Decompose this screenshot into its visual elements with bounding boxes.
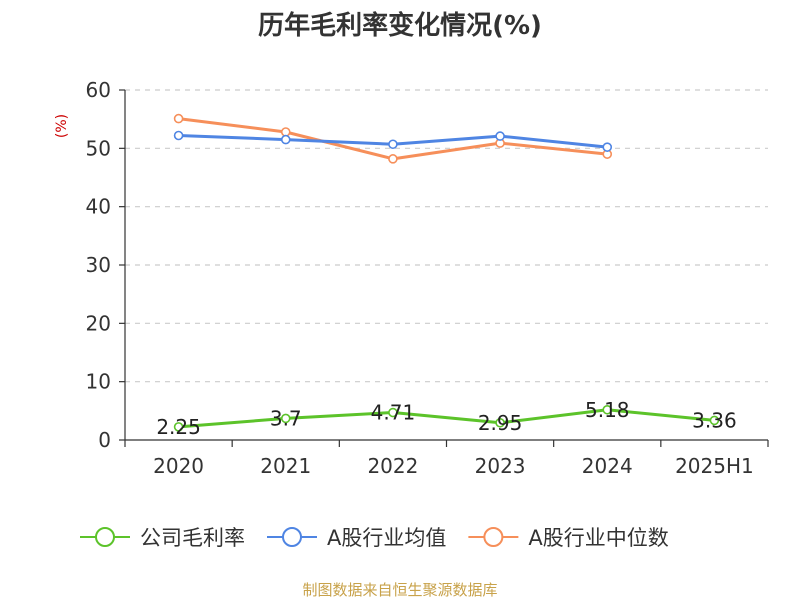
- data-point[interactable]: [602, 142, 613, 152]
- data-point[interactable]: [602, 404, 613, 415]
- data-point[interactable]: [709, 415, 720, 426]
- legend-swatch-marker: [483, 527, 504, 547]
- y-tick-labels: 0 10 20 30 40 50 60: [86, 78, 111, 452]
- x-tick-labels: 2020 2021 2022 2023 2024 2025H1: [153, 454, 754, 478]
- y-axis-unit: (%): [54, 114, 70, 138]
- y-tick-label: 20: [86, 311, 111, 335]
- data-label: 3.7: [270, 406, 302, 430]
- x-tick-label: 2025H1: [675, 454, 754, 478]
- data-point[interactable]: [388, 154, 398, 164]
- data-labels: 2.25 3.7 4.71 2.95 5.18 3.36: [156, 398, 736, 439]
- data-point[interactable]: [173, 422, 184, 432]
- data-point[interactable]: [280, 134, 291, 145]
- legend-swatch-marker: [282, 527, 302, 547]
- x-tick-label: 2023: [475, 454, 526, 478]
- data-label: 2.95: [478, 411, 523, 435]
- series-line: [178, 408, 715, 429]
- data-point[interactable]: [173, 130, 184, 141]
- legend-label: 公司毛利率: [140, 526, 245, 550]
- source-note: 制图数据来自恒生聚源数据库: [302, 581, 497, 599]
- x-tick-label: 2021: [260, 454, 311, 478]
- legend-item[interactable]: A股行业均值: [267, 526, 446, 550]
- legend-item[interactable]: 公司毛利率: [80, 526, 245, 550]
- data-point[interactable]: [388, 407, 398, 418]
- x-tick-label: 2022: [367, 454, 418, 478]
- axes: [119, 89, 769, 447]
- chart-title: 历年毛利率变化情况(%): [258, 10, 542, 41]
- data-point[interactable]: [495, 131, 505, 141]
- data-label: 3.36: [692, 408, 737, 432]
- data-label: 4.71: [371, 401, 416, 425]
- legend-label: A股行业中位数: [528, 526, 668, 550]
- legend-label: A股行业均值: [327, 526, 446, 550]
- data-point[interactable]: [388, 139, 398, 150]
- data-point[interactable]: [280, 413, 291, 424]
- legend[interactable]: 公司毛利率 A股行业均值 A股行业中位数: [80, 526, 669, 550]
- y-tick-label: 40: [86, 195, 111, 219]
- data-label: 5.18: [585, 398, 630, 422]
- y-tick-label: 0: [98, 428, 111, 452]
- y-tick-label: 60: [86, 78, 111, 102]
- y-tick-label: 50: [86, 136, 111, 160]
- data-label: 2.25: [156, 415, 201, 439]
- data-point[interactable]: [173, 113, 184, 124]
- data-point[interactable]: [495, 417, 505, 428]
- x-tick-label: 2024: [582, 454, 633, 478]
- series-2: [173, 130, 613, 152]
- series-group: [173, 113, 720, 432]
- legend-item[interactable]: A股行业中位数: [468, 526, 669, 550]
- x-tick-label: 2020: [153, 454, 204, 478]
- legend-swatch-marker: [95, 527, 115, 547]
- y-tick-label: 10: [86, 370, 111, 394]
- y-tick-label: 30: [86, 253, 111, 277]
- series-1: [173, 404, 720, 432]
- grid-lines: [125, 89, 768, 383]
